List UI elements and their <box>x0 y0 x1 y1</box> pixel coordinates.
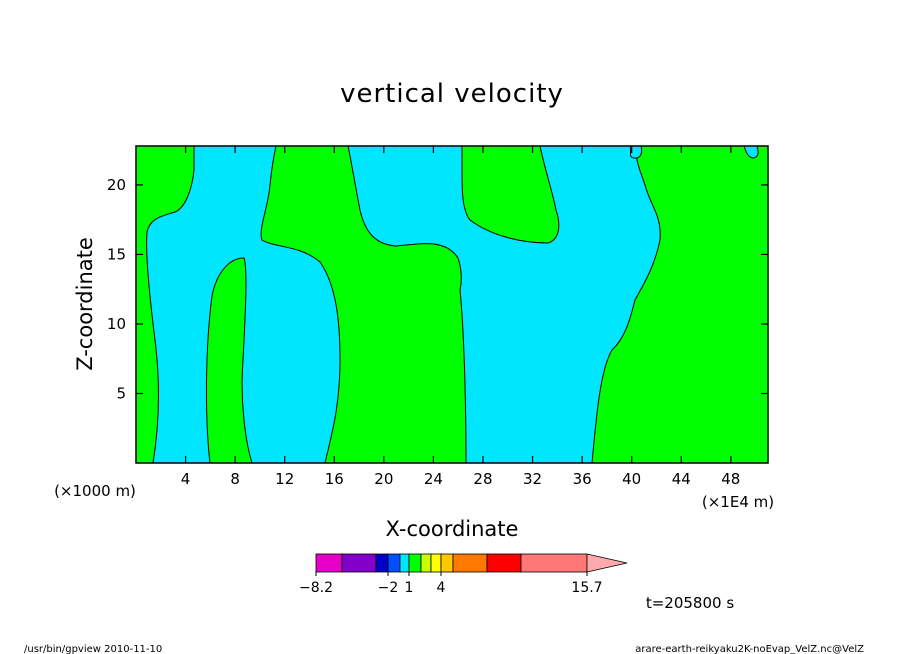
time-label: t=205800 s <box>646 594 734 612</box>
footer-left: /usr/bin/gpview 2010-11-10 <box>24 644 162 654</box>
colorbar-segment <box>430 553 442 573</box>
colorbar: −8.2 −2 1 4 15.7 <box>299 553 628 596</box>
colorbar-segment <box>520 553 588 573</box>
colorbar-label: 4 <box>437 580 446 596</box>
y-axis-label: Z-coordinate <box>73 237 97 371</box>
x-tick-label: 8 <box>230 470 240 488</box>
colorbar-segment <box>420 553 432 573</box>
y-tick-label: 5 <box>116 384 126 402</box>
colorbar-label: 15.7 <box>571 580 602 596</box>
colorbar-segment <box>375 553 389 573</box>
negative-blob-corner <box>743 146 759 159</box>
x-tick-label: 24 <box>424 470 443 488</box>
colorbar-label: 1 <box>405 580 414 596</box>
x-tick-label: 12 <box>275 470 294 488</box>
plot-frame <box>135 145 769 464</box>
colorbar-label: −8.2 <box>299 580 333 596</box>
x-tick-label: 44 <box>672 470 691 488</box>
colorbar-segment <box>452 553 488 573</box>
footer-right: arare-earth-reikyaku2K-noEvap_VelZ.nc@Ve… <box>635 644 864 654</box>
colorbar-segment <box>341 553 377 573</box>
x-tick-label: 28 <box>473 470 492 488</box>
colorbar-segment <box>486 553 522 573</box>
colorbar-segment <box>399 553 410 573</box>
x-tick-label: 4 <box>181 470 191 488</box>
x-tick-label: 16 <box>325 470 344 488</box>
x-unit-left: (×1000 m) <box>54 482 136 500</box>
x-axis: 4 8 12 16 20 24 28 32 36 40 44 48 <box>181 146 740 488</box>
x-tick-label: 40 <box>622 470 641 488</box>
x-tick-label: 36 <box>573 470 592 488</box>
colorbar-segment <box>440 553 454 573</box>
colorbar-segment <box>408 553 422 573</box>
negative-region-left <box>146 146 341 463</box>
x-unit-right: (×1E4 m) <box>702 493 774 511</box>
chart-title: vertical velocity <box>340 79 564 109</box>
y-axis: 5 10 15 20 <box>107 176 768 402</box>
x-tick-label: 20 <box>374 470 393 488</box>
colorbar-segment <box>315 553 343 573</box>
negative-region-center <box>347 146 661 463</box>
y-tick-label: 20 <box>107 176 126 194</box>
x-tick-label: 48 <box>721 470 740 488</box>
negative-blob-top-right <box>629 146 643 159</box>
y-tick-label: 10 <box>107 315 126 333</box>
x-axis-label: X-coordinate <box>386 517 519 541</box>
colorbar-label: −2 <box>378 580 399 596</box>
y-tick-label: 15 <box>107 245 126 263</box>
x-tick-label: 32 <box>523 470 542 488</box>
colorbar-segment <box>387 553 401 573</box>
colorbar-extend-arrow <box>586 553 628 573</box>
